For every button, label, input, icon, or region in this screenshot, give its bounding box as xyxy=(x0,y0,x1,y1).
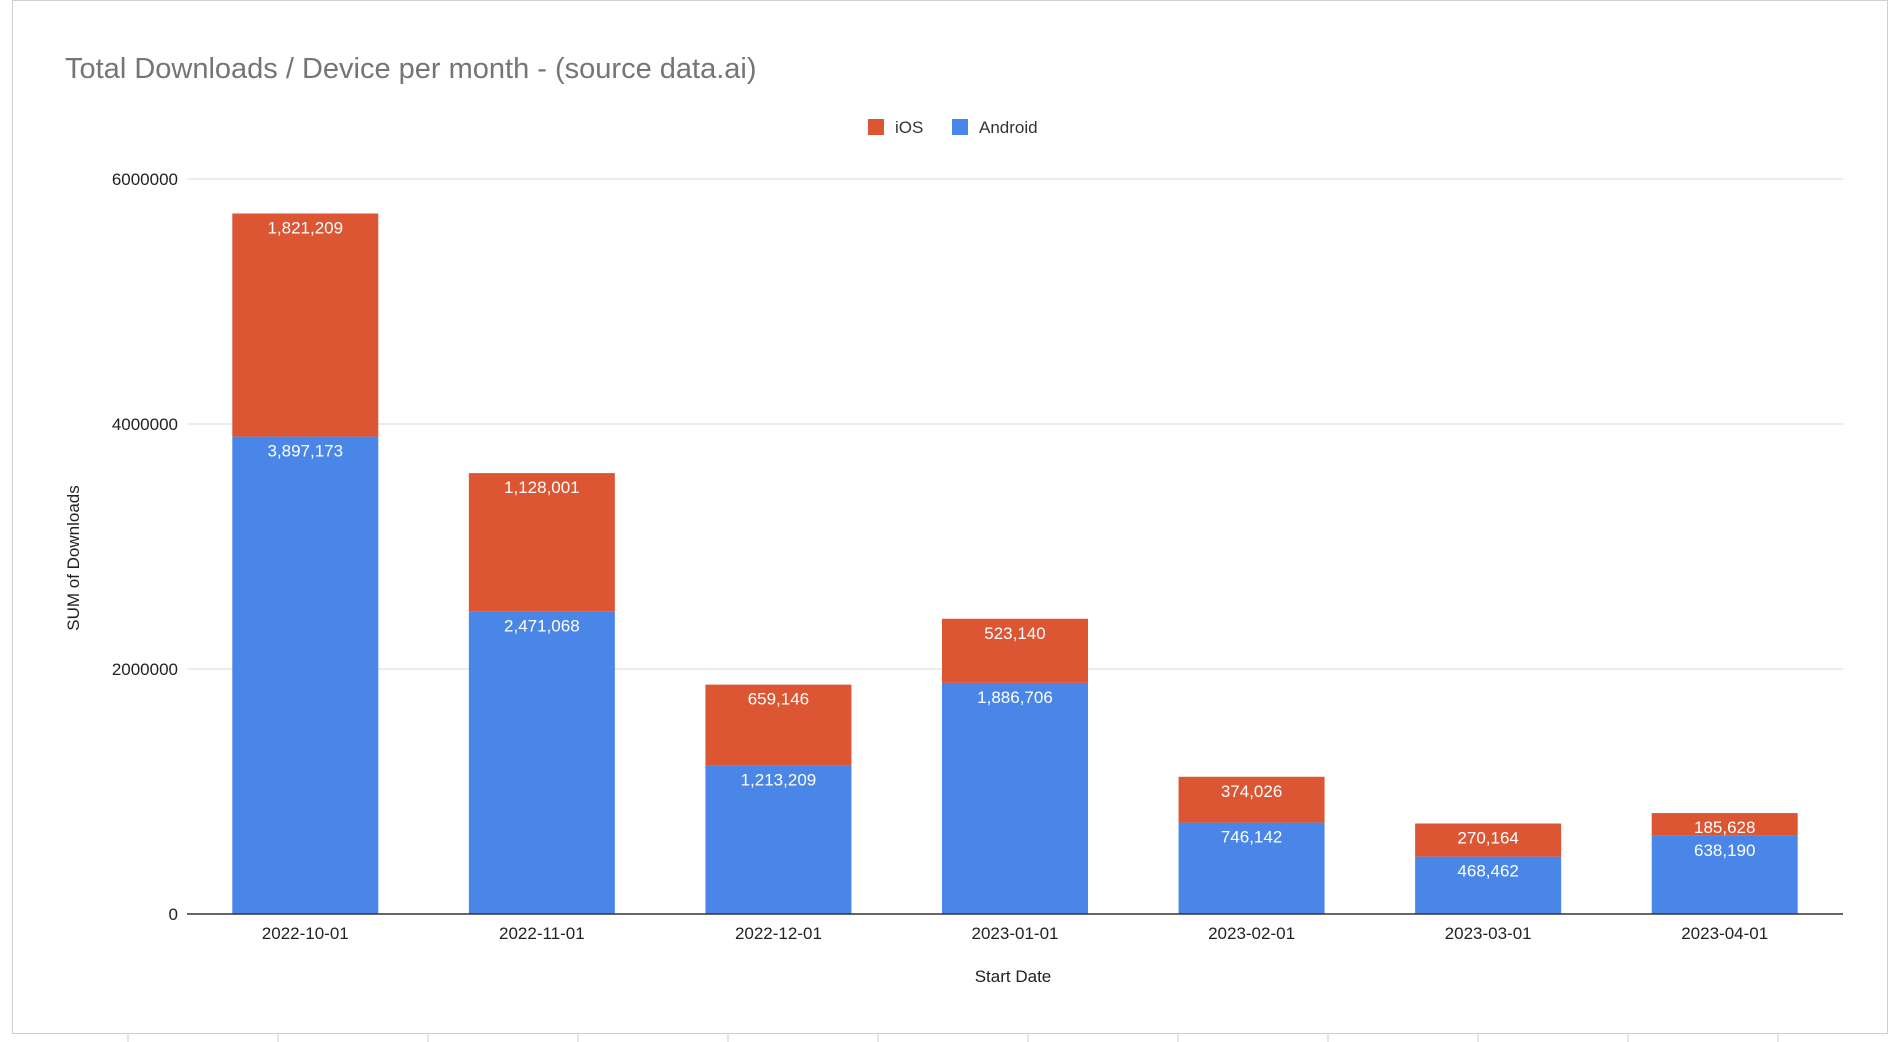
bar-ios xyxy=(942,618,1088,683)
x-tick-label: 2023-03-01 xyxy=(1445,924,1532,943)
data-label-ios: 659,146 xyxy=(748,690,809,709)
bar-android xyxy=(1415,856,1562,914)
y-axis-title: SUM of Downloads xyxy=(64,485,83,631)
x-tick-label: 2022-10-01 xyxy=(262,924,349,943)
bar-android xyxy=(705,765,852,914)
legend: iOS Android xyxy=(868,118,1038,137)
x-tick-label: 2023-01-01 xyxy=(972,924,1059,943)
bar-android xyxy=(1651,835,1798,914)
data-label-ios: 523,140 xyxy=(984,624,1045,643)
data-label-android: 3,897,173 xyxy=(267,442,343,461)
data-label-android: 468,462 xyxy=(1457,862,1518,881)
legend-swatch-android xyxy=(952,119,968,135)
bar-android xyxy=(1178,822,1325,914)
legend-swatch-ios xyxy=(868,119,884,135)
data-label-android: 638,190 xyxy=(1694,841,1755,860)
legend-label-android: Android xyxy=(979,118,1038,137)
bar-ios xyxy=(705,684,852,766)
bar-ios xyxy=(1651,813,1798,836)
data-label-ios: 185,628 xyxy=(1694,818,1755,837)
data-label-ios: 1,128,001 xyxy=(504,478,580,497)
y-tick-label: 6000000 xyxy=(112,170,178,189)
chart-title: Total Downloads / Device per month - (so… xyxy=(65,53,756,85)
data-label-android: 2,471,068 xyxy=(504,616,580,635)
x-tick-label: 2023-02-01 xyxy=(1208,924,1295,943)
bar-ios xyxy=(1415,823,1562,857)
x-tick-label: 2022-12-01 xyxy=(735,924,822,943)
bar-ios xyxy=(232,213,379,437)
x-axis-ticks: 2022-10-01 2022-11-01 2022-12-01 2023-01-01… xyxy=(262,924,1768,943)
y-tick-label: 0 xyxy=(169,905,178,924)
data-label-ios: 374,026 xyxy=(1221,782,1282,801)
data-label-android: 1,886,706 xyxy=(977,688,1053,707)
bar-ios xyxy=(1178,776,1325,823)
data-label-ios: 270,164 xyxy=(1457,829,1518,848)
y-tick-label: 4000000 xyxy=(112,415,178,434)
x-tick-label: 2022-11-01 xyxy=(499,924,585,943)
bar-android xyxy=(232,436,379,914)
bars: 3,897,173 1,821,209 2,471,068 1,128,001 1,21… xyxy=(232,213,1798,914)
legend-label-ios: iOS xyxy=(895,118,923,137)
y-axis-ticks: 0 2000000 4000000 6000000 xyxy=(112,170,178,924)
bar-ios xyxy=(468,473,615,612)
y-tick-label: 2000000 xyxy=(112,660,178,679)
gridlines xyxy=(187,178,1843,670)
data-label-android: 746,142 xyxy=(1221,828,1282,847)
data-label-android: 1,213,209 xyxy=(741,770,817,789)
bar-android xyxy=(942,682,1088,914)
x-axis-title: Start Date xyxy=(975,967,1052,986)
bar-android xyxy=(468,611,615,914)
x-tick-label: 2023-04-01 xyxy=(1681,924,1768,943)
frame-bottom-ticks xyxy=(127,1034,1779,1042)
data-label-ios: 1,821,209 xyxy=(267,218,343,237)
